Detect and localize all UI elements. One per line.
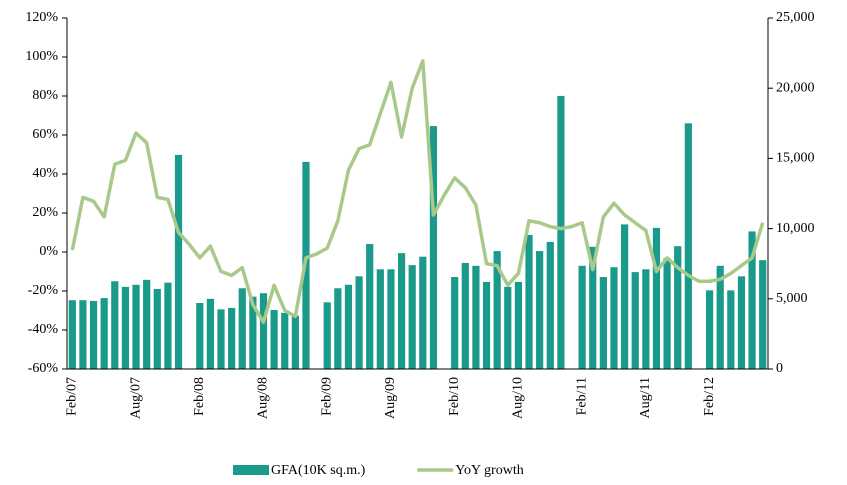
bar bbox=[429, 126, 438, 369]
bar bbox=[143, 279, 151, 369]
legend-label: GFA(10K sq.m.) bbox=[271, 463, 366, 478]
bar bbox=[525, 234, 533, 369]
y2-tick-label: 5,000 bbox=[776, 291, 808, 306]
bar bbox=[461, 262, 469, 369]
bar bbox=[344, 284, 353, 369]
y2-tick-label: 25,000 bbox=[776, 10, 815, 25]
x-tick-label: Aug/11 bbox=[638, 377, 653, 418]
y-tick-label: 100% bbox=[25, 49, 58, 64]
bar bbox=[663, 258, 671, 369]
bar bbox=[121, 286, 130, 369]
bar bbox=[652, 227, 661, 369]
y-tick-label: 40% bbox=[32, 166, 58, 181]
bar bbox=[621, 224, 629, 369]
y2-tick-label: 0 bbox=[776, 361, 783, 376]
bar bbox=[578, 265, 586, 369]
bar bbox=[217, 309, 225, 369]
bar bbox=[482, 281, 491, 369]
bar bbox=[514, 281, 523, 369]
y-tick-label: 20% bbox=[32, 205, 58, 220]
bar bbox=[291, 315, 299, 369]
x-tick-label: Feb/07 bbox=[65, 377, 80, 416]
bar bbox=[472, 265, 480, 369]
bar bbox=[270, 310, 278, 369]
x-tick-label: Aug/08 bbox=[256, 377, 271, 419]
bar bbox=[684, 123, 692, 369]
bar bbox=[281, 312, 289, 369]
bar bbox=[164, 282, 172, 369]
x-tick-label: Aug/09 bbox=[383, 377, 398, 419]
x-tick-label: Aug/07 bbox=[128, 377, 143, 419]
y2-tick-label: 15,000 bbox=[776, 151, 815, 166]
bar bbox=[100, 298, 108, 369]
bar bbox=[546, 241, 554, 369]
bar bbox=[355, 276, 363, 369]
x-tick-label: Feb/12 bbox=[702, 377, 717, 416]
bar bbox=[111, 281, 119, 369]
bar bbox=[408, 265, 416, 369]
bar bbox=[705, 290, 714, 369]
bar bbox=[610, 267, 618, 369]
x-tick-label: Feb/09 bbox=[319, 377, 334, 416]
y2-tick-label: 10,000 bbox=[776, 221, 815, 236]
bar bbox=[196, 303, 204, 369]
bar bbox=[557, 95, 565, 369]
bar bbox=[748, 231, 756, 369]
y2-tick-label: 20,000 bbox=[776, 80, 815, 95]
x-tick-label: Aug/10 bbox=[511, 377, 526, 419]
x-tick-label: Feb/11 bbox=[574, 377, 589, 415]
bar bbox=[589, 246, 597, 369]
bar bbox=[376, 269, 384, 369]
bar bbox=[366, 244, 374, 369]
legend-swatch bbox=[233, 465, 269, 475]
y-tick-label: -60% bbox=[28, 361, 59, 376]
bar bbox=[599, 277, 607, 369]
bar bbox=[642, 269, 650, 369]
y-tick-label: 0% bbox=[39, 244, 58, 259]
legend-label: YoY growth bbox=[455, 463, 523, 478]
bar bbox=[323, 302, 331, 369]
bar bbox=[493, 251, 501, 369]
bar bbox=[68, 300, 76, 369]
bar bbox=[79, 300, 87, 369]
x-tick-label: Feb/08 bbox=[192, 377, 207, 416]
bar bbox=[238, 288, 246, 369]
bar bbox=[249, 296, 257, 369]
x-tick-label: Feb/10 bbox=[447, 377, 462, 416]
bar bbox=[674, 246, 682, 369]
bar bbox=[89, 300, 98, 369]
y-tick-label: -20% bbox=[28, 283, 59, 298]
bar bbox=[387, 269, 395, 369]
bar bbox=[397, 253, 406, 369]
y-tick-label: 80% bbox=[32, 88, 58, 103]
bar bbox=[504, 286, 512, 369]
bar bbox=[759, 260, 767, 369]
bar bbox=[132, 284, 140, 369]
bar bbox=[228, 307, 236, 369]
bar bbox=[259, 293, 268, 369]
y-tick-label: 60% bbox=[32, 127, 58, 142]
bar bbox=[716, 265, 724, 369]
bar bbox=[727, 290, 735, 369]
bar bbox=[419, 256, 427, 369]
bar bbox=[153, 288, 161, 369]
bar bbox=[631, 272, 639, 369]
y-tick-label: 120% bbox=[25, 10, 58, 25]
bar bbox=[451, 277, 459, 369]
bar bbox=[174, 154, 183, 369]
y-tick-label: -40% bbox=[28, 322, 59, 337]
bar bbox=[737, 276, 746, 369]
bar bbox=[536, 251, 544, 369]
line bbox=[70, 59, 765, 324]
bar bbox=[334, 288, 342, 369]
bar bbox=[206, 298, 214, 369]
